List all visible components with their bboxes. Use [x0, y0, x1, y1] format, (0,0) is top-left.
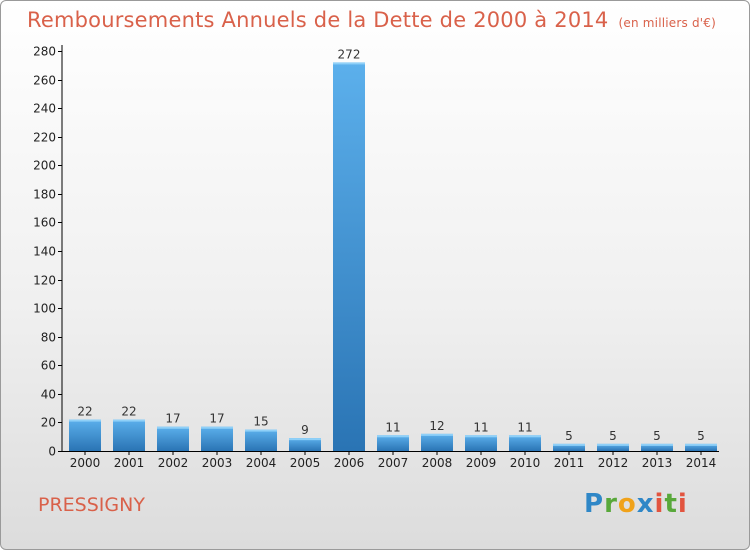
data-labels: 22 22 17 17 15 9 272 11 12 11 11 5 5 5 5 — [77, 47, 704, 442]
value-label-2010: 11 — [517, 420, 532, 434]
bar-2012 — [597, 443, 629, 451]
place-name: PRESSIGNY — [38, 494, 145, 516]
bar-highlight — [245, 429, 277, 432]
x-tick-label-2001: 2001 — [114, 456, 145, 470]
bar-2001 — [113, 419, 145, 451]
x-tick-label-2014: 2014 — [686, 456, 717, 470]
y-tick-label: 260 — [33, 74, 56, 88]
bar-2011 — [553, 443, 585, 451]
value-label-2001: 22 — [121, 405, 136, 419]
x-tick-label-2003: 2003 — [202, 456, 233, 470]
bar-2008 — [421, 433, 453, 451]
bar-2013 — [641, 443, 673, 451]
value-label-2004: 15 — [253, 415, 268, 429]
x-tick-label-2004: 2004 — [246, 456, 277, 470]
x-tick-label-2000: 2000 — [70, 456, 101, 470]
bar-highlight — [113, 419, 145, 422]
value-label-2013: 5 — [653, 429, 661, 443]
x-tick-label-2009: 2009 — [466, 456, 497, 470]
value-label-2011: 5 — [565, 429, 573, 443]
bar-highlight — [157, 426, 189, 429]
bar-highlight — [641, 443, 673, 446]
bar-2006 — [333, 62, 365, 452]
bar-highlight — [377, 435, 409, 438]
bar-highlight — [333, 62, 365, 65]
y-tick-label: 0 — [48, 445, 56, 459]
bar-2014 — [685, 443, 717, 451]
bar-highlight — [289, 438, 321, 441]
bar-2002 — [157, 426, 189, 451]
x-tick-label-2012: 2012 — [598, 456, 629, 470]
chart-title: Remboursements Annuels de la Dette de 20… — [27, 8, 716, 32]
x-tick-label-2011: 2011 — [554, 456, 585, 470]
value-label-2002: 17 — [165, 412, 180, 426]
unit-note: (en milliers d'€) — [618, 16, 717, 30]
y-tick-label: 160 — [33, 216, 56, 230]
bar-highlight — [509, 435, 541, 438]
value-label-2007: 11 — [385, 420, 400, 434]
bar-highlight — [685, 443, 717, 446]
x-tick-label-2006: 2006 — [334, 456, 365, 470]
bar-2009 — [465, 435, 497, 451]
bar-highlight — [553, 443, 585, 446]
bar-highlight — [597, 443, 629, 446]
bar-2000 — [69, 419, 101, 451]
bar-highlight — [201, 426, 233, 429]
x-tick-label-2008: 2008 — [422, 456, 453, 470]
bar-highlight — [69, 419, 101, 422]
x-tick-label-2013: 2013 — [642, 456, 673, 470]
value-label-2003: 17 — [209, 412, 224, 426]
y-tick-label: 20 — [41, 416, 56, 430]
axes: 0 20 40 60 80 100 120 140 160 180 200 220 240 260 280 2… — [33, 45, 719, 470]
bar-2010 — [509, 435, 541, 451]
value-label-2012: 5 — [609, 429, 617, 443]
x-tick-label-2010: 2010 — [510, 456, 541, 470]
y-tick-label: 140 — [33, 245, 56, 259]
y-tick-label: 80 — [41, 331, 56, 345]
y-tick-label: 280 — [33, 45, 56, 59]
chart-title-text: Remboursements Annuels de la Dette de 20… — [27, 8, 609, 32]
value-label-2008: 12 — [429, 419, 444, 433]
y-tick-label: 100 — [33, 302, 56, 316]
x-tick-label-2002: 2002 — [158, 456, 189, 470]
value-label-2014: 5 — [697, 429, 705, 443]
value-label-2005: 9 — [301, 423, 309, 437]
y-tick-label: 40 — [41, 388, 56, 402]
bar-2007 — [377, 435, 409, 451]
value-label-2009: 11 — [473, 420, 488, 434]
value-label-2000: 22 — [77, 405, 92, 419]
y-tick-label: 220 — [33, 131, 56, 145]
y-tick-label: 120 — [33, 274, 56, 288]
x-tick-label-2007: 2007 — [378, 456, 409, 470]
bar-2003 — [201, 426, 233, 451]
proxiti-logo: Proxiti — [584, 489, 688, 519]
y-tick-label: 240 — [33, 102, 56, 116]
x-tick-label-2005: 2005 — [290, 456, 321, 470]
bar-highlight — [465, 435, 497, 438]
value-label-2006: 272 — [338, 47, 361, 61]
bar-2004 — [245, 429, 277, 451]
y-tick-label: 60 — [41, 359, 56, 373]
bar-2005 — [289, 438, 321, 451]
bar-highlight — [421, 433, 453, 436]
y-tick-label: 180 — [33, 188, 56, 202]
y-tick-label: 200 — [33, 159, 56, 173]
bars — [69, 62, 717, 452]
